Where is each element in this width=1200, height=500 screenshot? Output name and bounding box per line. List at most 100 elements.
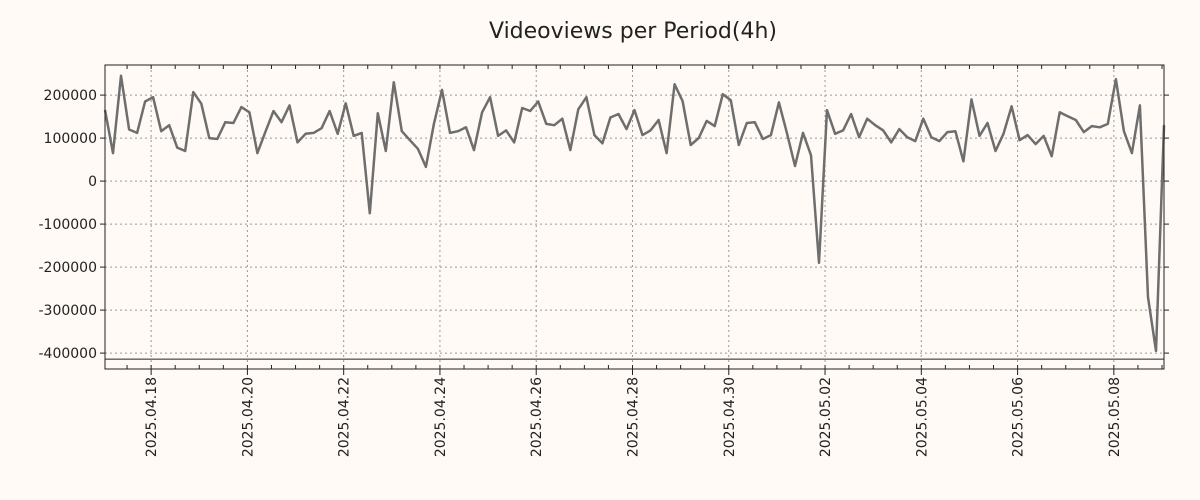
data-point xyxy=(248,111,251,114)
data-point xyxy=(986,122,989,124)
y-tick-label: -200000 xyxy=(39,260,98,276)
data-point xyxy=(200,102,203,105)
data-point xyxy=(818,261,820,264)
data-point xyxy=(681,100,684,102)
data-point xyxy=(649,129,652,132)
data-point xyxy=(778,101,780,104)
data-point xyxy=(713,125,716,127)
data-point xyxy=(417,148,419,150)
data-point xyxy=(112,152,114,154)
data-point xyxy=(272,110,275,112)
data-point xyxy=(890,141,893,144)
data-point xyxy=(1082,131,1085,133)
data-point xyxy=(409,139,411,142)
x-tick-label: 2025.04.26 xyxy=(529,377,545,457)
data-point xyxy=(144,100,146,103)
x-tick-label: 2025.04.30 xyxy=(722,377,738,457)
data-point xyxy=(489,96,491,99)
data-point xyxy=(352,135,355,137)
data-point xyxy=(601,142,604,145)
x-tick-label: 2025.04.22 xyxy=(337,377,353,457)
data-point xyxy=(449,132,451,134)
y-tick-label: -400000 xyxy=(39,346,98,362)
data-point xyxy=(842,129,844,132)
data-point xyxy=(657,119,660,121)
data-point xyxy=(978,135,981,137)
data-point xyxy=(224,121,227,123)
data-point xyxy=(689,144,692,146)
data-point xyxy=(1090,125,1093,127)
data-point xyxy=(1123,130,1125,133)
data-point xyxy=(513,141,515,144)
data-point xyxy=(296,141,299,144)
data-point xyxy=(1139,104,1141,107)
data-point xyxy=(585,96,588,99)
x-tick-label: 2025.05.08 xyxy=(1107,377,1123,457)
data-point xyxy=(401,130,403,133)
data-point xyxy=(505,129,507,132)
data-point xyxy=(569,149,572,151)
data-point xyxy=(1131,152,1133,154)
data-point xyxy=(898,128,901,130)
data-point xyxy=(320,127,323,130)
data-point xyxy=(176,146,179,149)
data-point xyxy=(826,109,828,111)
data-point xyxy=(729,99,732,102)
y-tick-label: 100000 xyxy=(44,131,97,147)
data-point xyxy=(1002,132,1005,135)
x-tick-label: 2025.04.18 xyxy=(144,377,160,457)
data-point xyxy=(858,136,860,139)
data-point xyxy=(545,123,548,125)
y-tick-label: 0 xyxy=(88,174,97,190)
data-point xyxy=(737,144,740,146)
data-point xyxy=(473,149,475,151)
data-point xyxy=(994,150,997,152)
data-point xyxy=(184,150,187,152)
data-point xyxy=(834,132,836,135)
data-point xyxy=(208,137,211,139)
y-tick-label: -100000 xyxy=(39,217,98,233)
data-point xyxy=(665,152,668,154)
x-tick-label: 2025.04.20 xyxy=(240,377,256,457)
data-point xyxy=(962,160,965,163)
x-tick-label: 2025.04.24 xyxy=(433,377,449,457)
data-point xyxy=(1147,296,1149,298)
data-point xyxy=(521,107,523,109)
data-point xyxy=(304,132,307,135)
data-point xyxy=(152,96,154,99)
data-point xyxy=(384,150,387,152)
data-point xyxy=(360,132,363,134)
data-point xyxy=(288,104,291,107)
data-point xyxy=(802,132,804,134)
data-point xyxy=(232,122,235,124)
data-point xyxy=(537,100,540,103)
data-point xyxy=(850,113,852,115)
data-point xyxy=(1115,78,1117,80)
data-point xyxy=(1042,135,1045,137)
data-point xyxy=(160,130,162,133)
data-point xyxy=(264,130,267,133)
data-point xyxy=(1026,134,1029,136)
data-point xyxy=(577,108,580,111)
data-point xyxy=(128,128,130,131)
data-point xyxy=(529,110,532,112)
data-point xyxy=(705,120,708,122)
y-tick-label: 200000 xyxy=(44,88,97,104)
data-point xyxy=(762,138,764,140)
data-point xyxy=(1107,123,1109,125)
data-point xyxy=(946,131,949,133)
data-point xyxy=(136,132,138,134)
data-point xyxy=(922,117,925,120)
data-point xyxy=(256,152,259,154)
data-point xyxy=(633,109,636,111)
data-point xyxy=(433,123,435,125)
data-point xyxy=(336,132,339,135)
data-point xyxy=(328,110,331,112)
data-point xyxy=(906,136,909,139)
data-point xyxy=(593,134,596,136)
data-point xyxy=(866,117,868,120)
data-point xyxy=(1018,139,1021,142)
data-point xyxy=(393,81,395,83)
data-point xyxy=(553,124,556,126)
